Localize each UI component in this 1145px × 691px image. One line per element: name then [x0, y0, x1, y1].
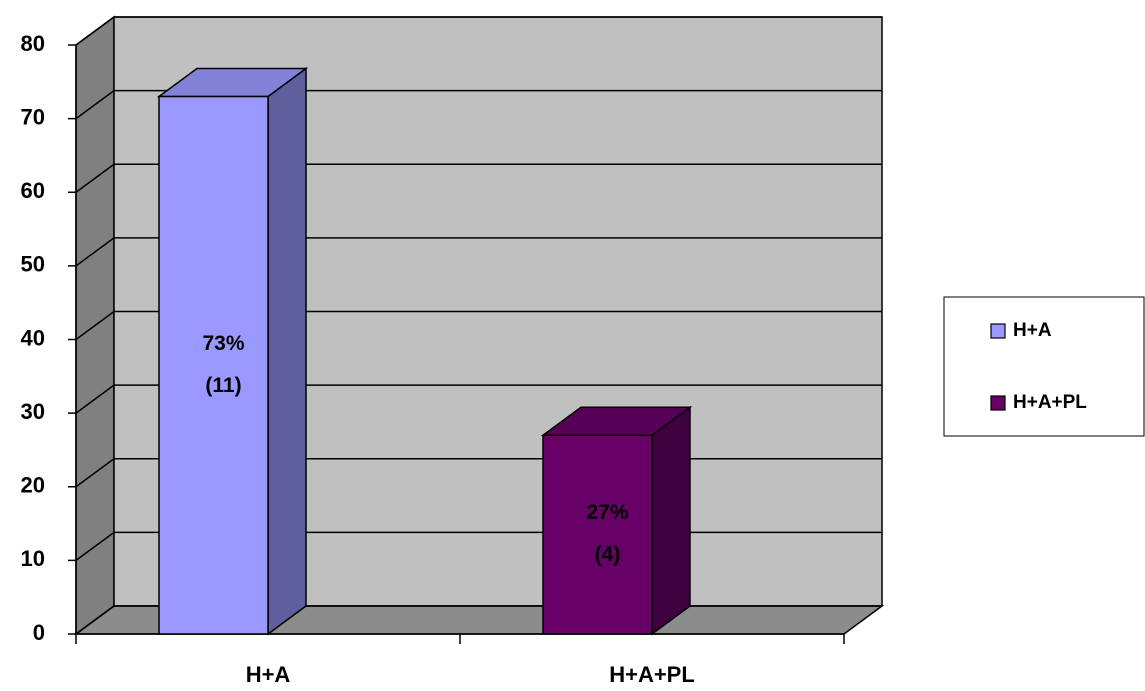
- legend-swatch: [990, 395, 1006, 411]
- grid-line: [75, 384, 882, 414]
- y-tick-label: 50: [21, 252, 45, 277]
- value-label: 73%: [202, 332, 244, 355]
- x-tick-label: H+A+PL: [609, 662, 695, 687]
- legend-swatch: [990, 323, 1006, 339]
- y-tick-label: 10: [21, 546, 45, 571]
- grid-line: [75, 16, 882, 46]
- grid-line: [75, 310, 882, 341]
- y-tick-label: 70: [21, 104, 45, 129]
- legend-box: [943, 296, 1145, 437]
- y-tick-label: 40: [21, 325, 45, 350]
- grid-line: [75, 237, 882, 267]
- bar: [158, 95, 269, 635]
- value-label: (11): [205, 374, 241, 397]
- y-tick-label: 0: [33, 620, 45, 645]
- x-tick-label: H+A: [246, 662, 291, 687]
- bar-side: [651, 405, 691, 636]
- legend-label: H+A: [1013, 320, 1052, 341]
- bar-side: [267, 67, 307, 636]
- value-label: (4): [595, 543, 621, 566]
- y-tick-label: 60: [21, 178, 45, 203]
- y-tick-label: 30: [21, 399, 45, 424]
- value-label: 27%: [586, 501, 628, 524]
- y-tick-label: 20: [21, 473, 45, 498]
- legend-label: H+A+PL: [1013, 392, 1087, 413]
- y-tick-label: 80: [21, 31, 45, 56]
- grid-line: [75, 163, 882, 193]
- bar: [542, 434, 653, 635]
- grid-line: [75, 89, 882, 120]
